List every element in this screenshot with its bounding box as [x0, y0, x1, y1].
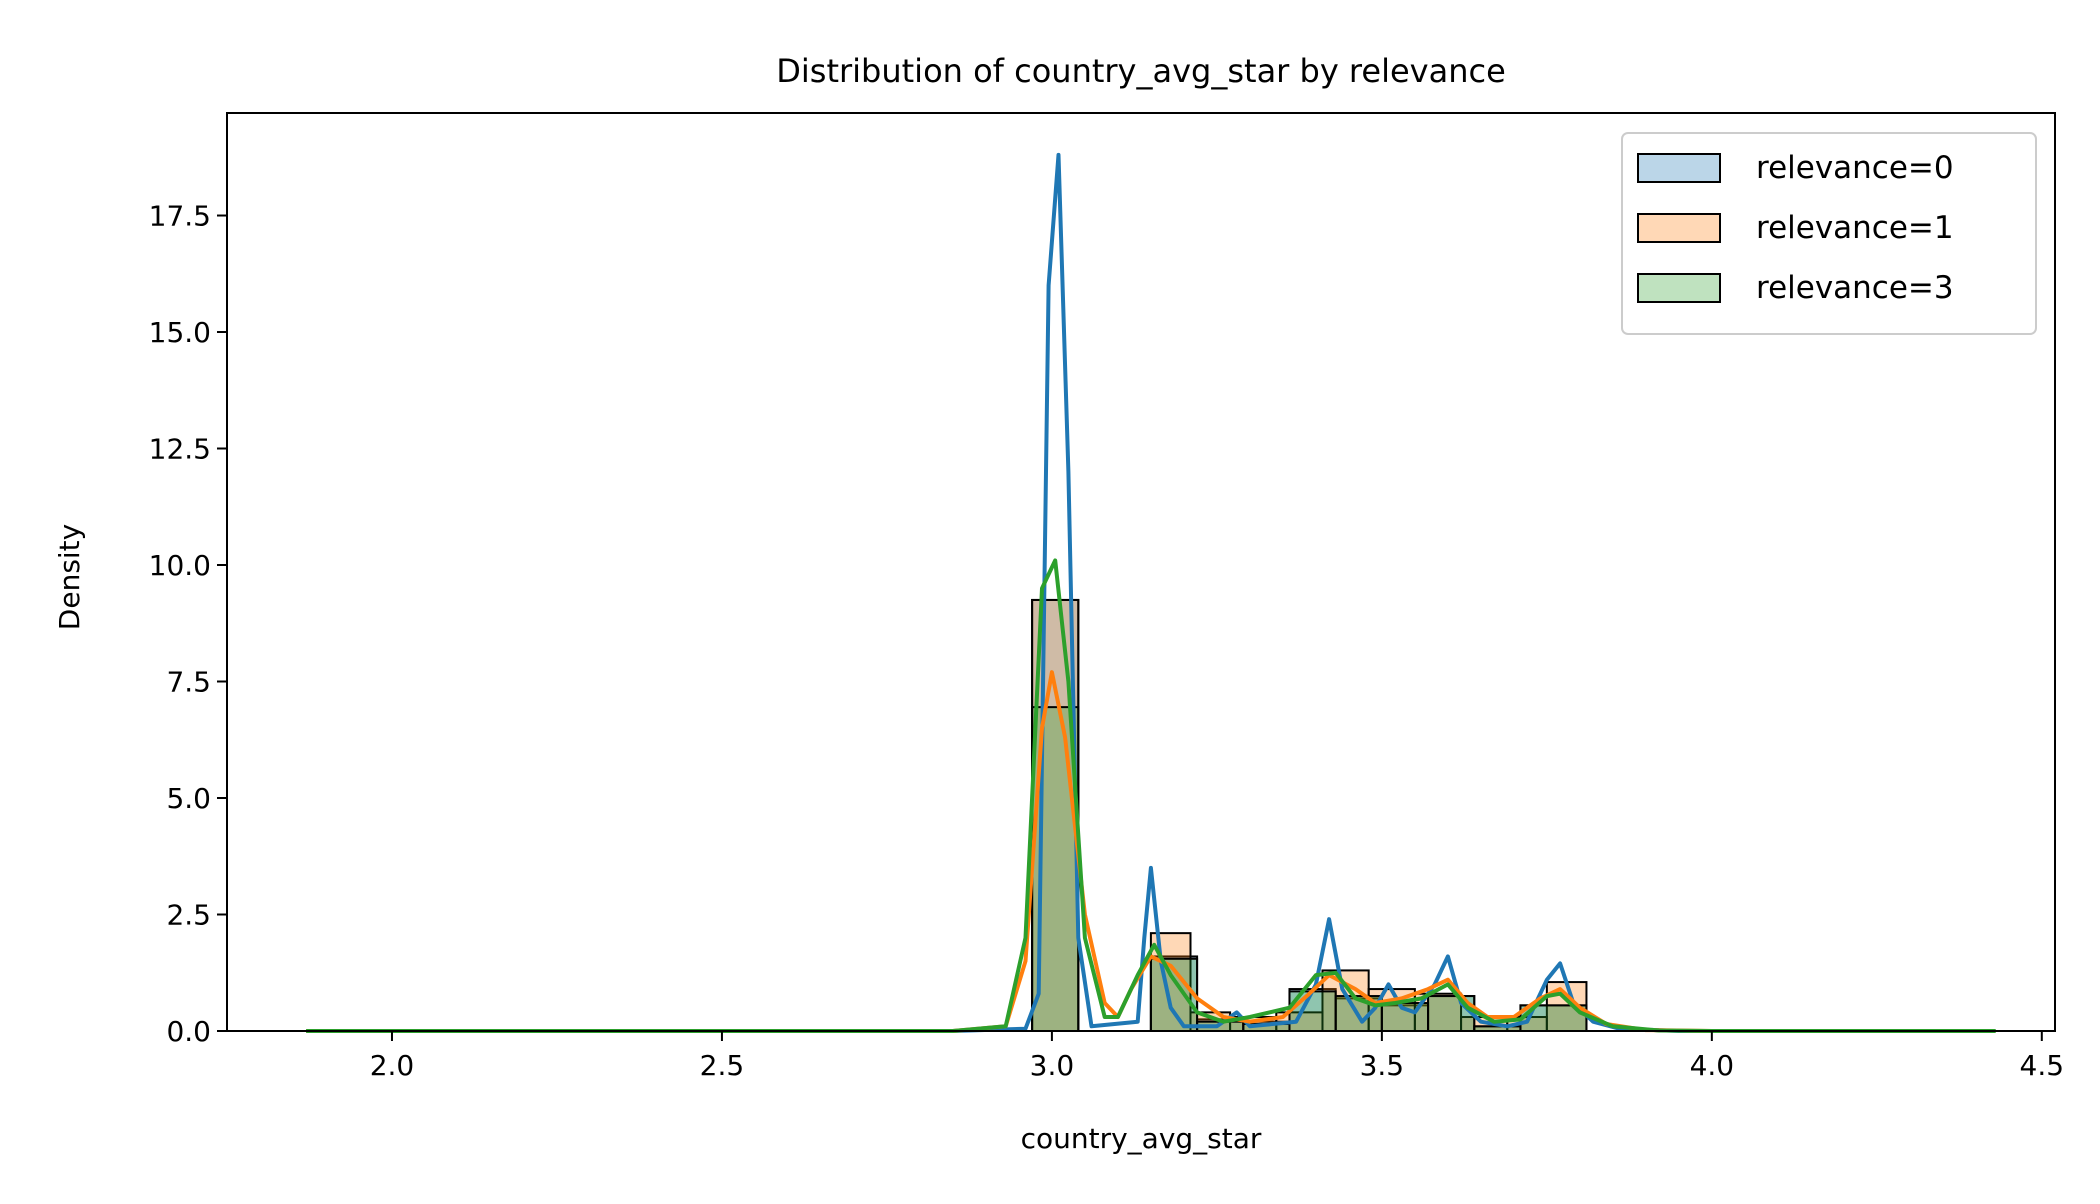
x-tick-label: 3.5	[1360, 1049, 1405, 1082]
legend-swatch-0	[1637, 153, 1721, 183]
y-tick-label: 15.0	[149, 316, 211, 349]
y-tick-label: 5.0	[166, 782, 211, 815]
chart-title: Distribution of country_avg_star by rele…	[776, 52, 1506, 90]
x-tick-label: 3.0	[1030, 1049, 1075, 1082]
x-tick-label: 2.0	[370, 1049, 415, 1082]
legend-swatch-2	[1637, 273, 1721, 303]
legend-label-2: relevance=3	[1756, 270, 1954, 306]
y-tick-label: 7.5	[166, 666, 211, 699]
legend-swatch-1	[1637, 213, 1721, 243]
y-tick-label: 12.5	[149, 433, 211, 466]
kde-line-2	[306, 558, 1996, 1033]
legend-label-0: relevance=0	[1756, 150, 1954, 186]
y-tick-label: 10.0	[149, 549, 211, 582]
y-axis-label: Density	[53, 524, 86, 630]
legend: relevance=0 relevance=1 relevance=3	[1621, 132, 2037, 335]
legend-frame	[1621, 132, 2037, 335]
legend-label-1: relevance=1	[1756, 210, 1954, 246]
y-tick-label: 17.5	[149, 200, 211, 233]
plot-area: 2.0 2.5 3.0 3.5 4.0 4.5 0.0 2.5 5.0 7.5 10.0 12.5 15…	[149, 112, 2065, 1082]
x-tick-label: 2.5	[700, 1049, 745, 1082]
axes-frame	[226, 112, 2056, 1032]
x-tick-label: 4.5	[2020, 1049, 2065, 1082]
y-tick-label: 2.5	[166, 899, 211, 932]
x-axis-label: country_avg_star	[1021, 1122, 1262, 1155]
y-tick-label: 0.0	[166, 1015, 211, 1048]
x-tick-label: 4.0	[1690, 1049, 1735, 1082]
